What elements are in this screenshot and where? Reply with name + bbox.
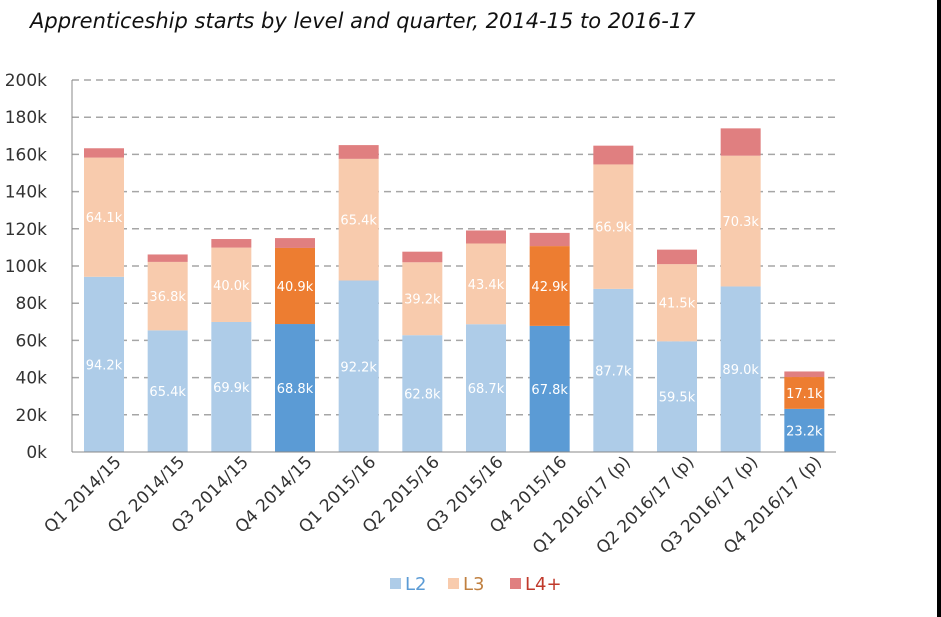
bar-l4plus (211, 239, 252, 248)
bar-l3 (784, 377, 825, 409)
bar-l3 (720, 155, 761, 287)
data-label: 40.9k (277, 280, 314, 295)
y-tick-label: 200k (5, 71, 47, 91)
chart-title: Apprenticeship starts by level and quart… (30, 9, 696, 33)
bar-l3 (402, 262, 443, 336)
bar-l3 (657, 264, 697, 342)
data-label: 67.8k (531, 383, 568, 398)
bar-l3 (593, 164, 634, 289)
legend-swatch (510, 578, 521, 589)
data-label: 92.2k (340, 360, 377, 375)
data-label: 68.7k (468, 382, 505, 397)
bar-l2 (529, 325, 570, 452)
data-label: 87.7k (595, 364, 632, 379)
bar-l4plus (784, 371, 825, 378)
bar-l3 (529, 246, 570, 326)
data-label: 64.1k (86, 211, 123, 226)
bar-l2 (211, 321, 252, 452)
data-label: 39.2k (404, 293, 441, 308)
bar-l4plus (720, 128, 761, 156)
data-label: 36.8k (149, 290, 186, 305)
data-labels: 94.2k 64.1k 65.4k 36.8k 69.9k 40.0k 68.8k 40.9k… (86, 211, 823, 439)
data-label: 43.4k (468, 278, 505, 293)
data-label: 68.8k (277, 382, 314, 397)
bar-l3 (211, 247, 252, 322)
frame-edge (937, 0, 941, 617)
data-label: 65.4k (149, 385, 186, 400)
legend-swatch (390, 578, 401, 589)
legend-label: L3 (463, 574, 484, 595)
legend-swatch (448, 578, 459, 589)
bar-l2 (720, 286, 761, 452)
y-tick-label: 60k (16, 331, 48, 351)
y-tick-label: 0k (26, 443, 47, 463)
y-tick-label: 160k (5, 145, 47, 165)
y-tick-label: 100k (5, 257, 47, 277)
y-tick-label: 80k (16, 294, 48, 314)
data-label: 70.3k (722, 215, 759, 230)
bar-l2 (84, 276, 124, 452)
data-label: 59.5k (659, 391, 696, 406)
bar-l4plus (275, 238, 315, 248)
bar-l2 (657, 341, 697, 452)
legend: L2 L3 L4+ (390, 574, 562, 595)
bars (84, 128, 825, 452)
data-label: 65.4k (340, 214, 377, 229)
y-axis-ticks: 0k 20k 40k 60k 80k 100k 120k 140k 160k 180k 200k (5, 71, 47, 463)
data-label: 69.9k (213, 381, 250, 396)
data-label: 62.8k (404, 388, 441, 403)
bar-l4plus (338, 145, 379, 159)
bar-l2 (466, 324, 506, 452)
gridlines (72, 79, 836, 416)
bar-l3 (84, 157, 124, 277)
bar-l2 (402, 335, 443, 452)
bar-l3 (147, 261, 188, 331)
bar-l3 (466, 243, 506, 325)
data-label: 66.9k (595, 221, 632, 236)
bar-l2 (593, 288, 634, 452)
bar-l4plus (593, 145, 634, 165)
data-label: 17.1k (786, 387, 823, 402)
data-label: 23.2k (786, 424, 823, 439)
bar-l4plus (529, 232, 570, 247)
bar-l4plus (402, 251, 443, 263)
bar-l2 (275, 324, 315, 452)
data-label: 41.5k (659, 297, 696, 312)
bar-l4plus (147, 254, 188, 262)
y-tick-label: 40k (16, 369, 48, 389)
bar-l2 (338, 280, 379, 452)
bar-l4plus (657, 249, 697, 265)
bar-l4plus (84, 148, 124, 158)
data-label: 40.0k (213, 279, 250, 294)
y-tick-label: 180k (5, 108, 47, 128)
bar-l3 (275, 247, 315, 325)
y-tick-label: 120k (5, 220, 47, 240)
bar-l4plus (466, 230, 506, 244)
axes (71, 80, 836, 453)
y-tick-label: 20k (16, 406, 48, 426)
legend-label: L4+ (525, 574, 562, 595)
data-label: 42.9k (531, 280, 568, 295)
bar-l2 (784, 408, 825, 452)
bar-l3 (338, 158, 379, 281)
data-label: 89.0k (722, 363, 759, 378)
bar-l2 (147, 330, 188, 452)
y-tick-label: 140k (5, 183, 47, 203)
legend-label: L2 (405, 574, 426, 595)
data-label: 94.2k (86, 358, 123, 373)
